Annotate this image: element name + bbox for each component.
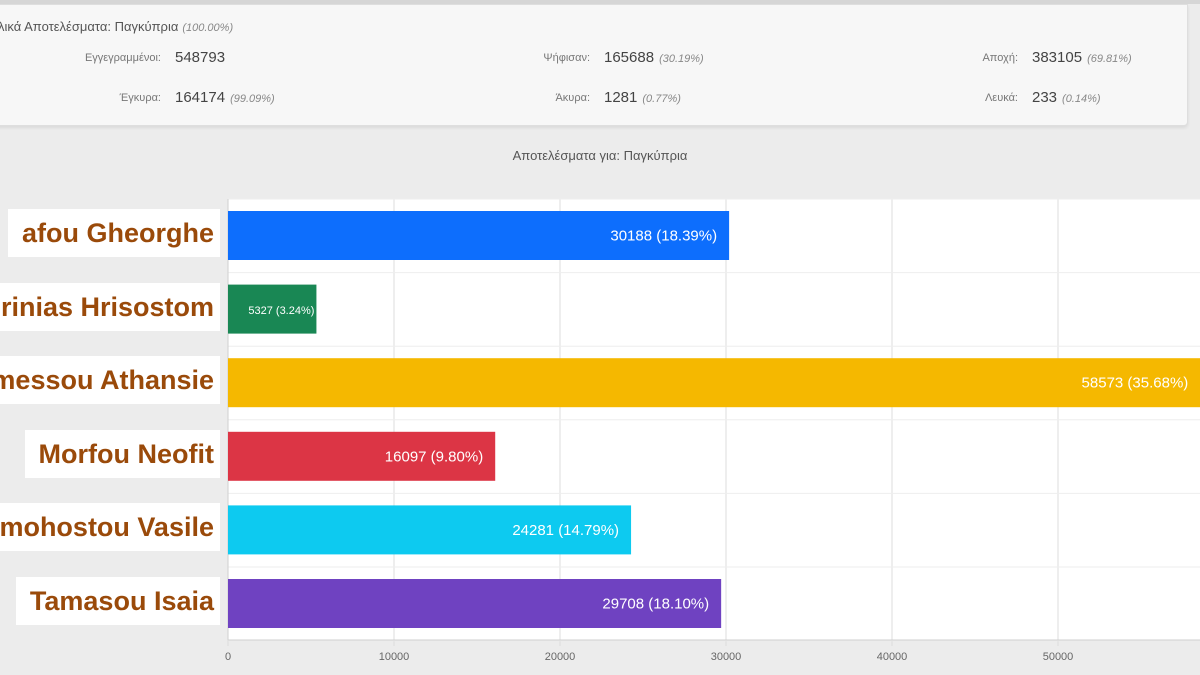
stat-value: 548793 [175, 49, 226, 66]
summary-panel: ολικά Αποτελέσματα: Παγκύπρια (100.00%) Ε… [0, 4, 1188, 126]
stat-value: 1281 (0.77%) [604, 89, 681, 106]
stat-label: Άκυρα: [555, 92, 590, 104]
stat-label: Εγγεγραμμένοι: [84, 52, 161, 64]
bar [228, 579, 722, 628]
candidate-label: Tamasou Isaia [15, 577, 220, 625]
candidate-label: Morfou Neofit [24, 429, 220, 478]
stat-value: 233 (0.14%) [1032, 89, 1101, 106]
x-tick-label: 40000 [877, 651, 908, 663]
bar [228, 358, 1200, 408]
bar-value-label: 5327 (3.24%) [248, 305, 314, 317]
x-tick-label: 20000 [545, 651, 576, 663]
bar [228, 211, 730, 260]
summary-title-pct: (100.00%) [182, 22, 234, 34]
candidate-label: mohostou Vasile [0, 503, 220, 552]
x-tick-label: 30000 [711, 651, 742, 663]
stat-label: Ψήφισαν: [543, 52, 590, 64]
x-tick-label: 10000 [379, 651, 410, 663]
x-tick-label: 0 [225, 651, 231, 663]
summary-title: ολικά Αποτελέσματα: Παγκύπρια (100.00%) [0, 19, 233, 34]
stat-label: Λευκά: [984, 92, 1018, 104]
bar [228, 284, 317, 334]
bar-value-label: 58573 (35.68%) [1082, 375, 1189, 392]
stat-label: Έγκυρα: [119, 92, 161, 104]
candidate-label: rinias Hrisostom [0, 282, 220, 331]
x-tick-label: 50000 [1043, 651, 1074, 663]
bar-value-label: 30188 (18.39%) [610, 228, 717, 245]
chart-title: Αποτελέσματα για: Παγκύπρια [512, 148, 688, 163]
summary-title-text: ολικά Αποτελέσματα: Παγκύπρια [0, 19, 179, 34]
stat-label: Αποχή: [982, 52, 1018, 64]
top-edge [0, 0, 1200, 4]
bar-value-label: 29708 (18.10%) [602, 596, 709, 613]
bar-value-label: 16097 (9.80%) [385, 448, 483, 465]
candidate-label: afou Gheorghe [7, 209, 220, 257]
stat-value: 383105 (69.81%) [1032, 49, 1132, 66]
stat-value: 164174 (99.09%) [175, 89, 275, 106]
bar [228, 431, 496, 481]
candidate-label: messou Athansie [0, 356, 220, 405]
bar [228, 505, 632, 555]
stat-value: 165688 (30.19%) [604, 49, 704, 66]
bar-value-label: 24281 (14.79%) [512, 522, 619, 539]
